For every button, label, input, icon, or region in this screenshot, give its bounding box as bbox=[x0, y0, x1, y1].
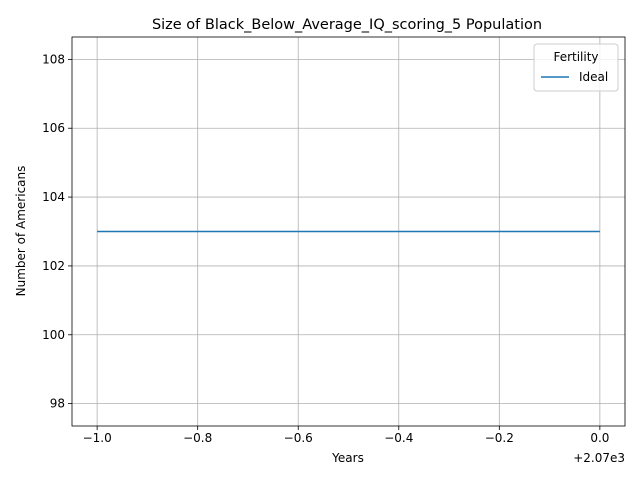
y-tick-label: 102 bbox=[42, 259, 65, 273]
x-tick-label: −0.2 bbox=[485, 431, 514, 445]
x-tick-label: −1.0 bbox=[83, 431, 112, 445]
chart-title: Size of Black_Below_Average_IQ_scoring_5… bbox=[152, 17, 542, 33]
x-axis-title: Years bbox=[331, 451, 364, 465]
y-axis-title: Number of Americans bbox=[14, 166, 28, 297]
y-tick-label: 106 bbox=[42, 121, 65, 135]
y-tick-label: 100 bbox=[42, 328, 65, 342]
legend-title: Fertility bbox=[553, 50, 598, 64]
legend-box bbox=[533, 43, 619, 92]
y-tick-label: 104 bbox=[42, 190, 65, 204]
x-tick-label: −0.8 bbox=[183, 431, 212, 445]
x-tick-label: −0.4 bbox=[384, 431, 413, 445]
x-tick-label: −0.6 bbox=[284, 431, 313, 445]
y-tick-label: 98 bbox=[50, 397, 65, 411]
legend-label-ideal: Ideal bbox=[579, 70, 608, 84]
legend: Fertility Ideal bbox=[533, 43, 619, 92]
ticks: −1.0 −0.8 −0.6 −0.4 −0.2 0.0 98 100 102 104 106 108 bbox=[42, 52, 609, 445]
x-tick-label: 0.0 bbox=[590, 431, 609, 445]
plot-frame bbox=[71, 36, 626, 427]
x-offset-label: +2.07e3 bbox=[573, 451, 625, 465]
y-tick-label: 108 bbox=[42, 52, 65, 66]
